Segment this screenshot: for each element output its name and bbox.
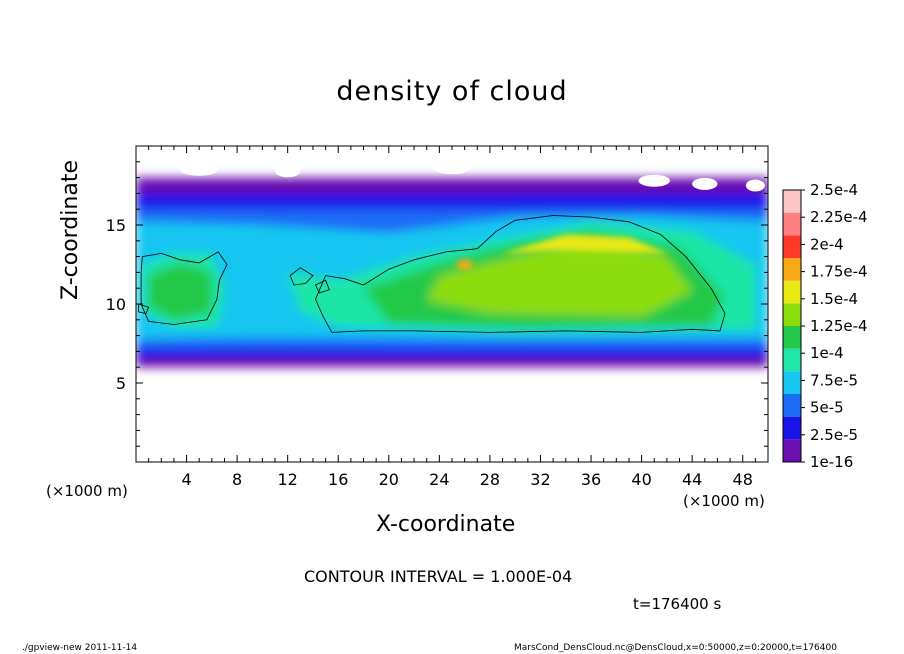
density-field	[136, 162, 768, 368]
top-gap	[433, 162, 471, 175]
colorbar-label: 1.5e-4	[810, 290, 858, 308]
colorbar-swatch	[783, 394, 801, 417]
x-tick-label: 20	[379, 470, 399, 489]
colorbar-swatch	[783, 280, 801, 304]
x-tick-label: 40	[631, 470, 651, 489]
colorbar: 1e-16 2.5e-5 5e-5 7.5e-5 1e-4 1.25e-4 1.5e-4 1.…	[782, 181, 868, 471]
y-tick-label: 10	[106, 295, 126, 314]
x-tick-label: 4	[181, 470, 191, 489]
colorbar-swatch	[783, 416, 801, 440]
x-tick-label: 8	[232, 470, 242, 489]
contour-main-core	[315, 215, 726, 333]
x-tick-label: 32	[530, 470, 550, 489]
contour-interval-label: CONTOUR INTERVAL = 1.000E-04	[304, 567, 573, 586]
x-tick-label: 44	[682, 470, 702, 489]
colorbar-label: 1.25e-4	[810, 317, 868, 335]
top-gap	[275, 165, 301, 178]
colorbar-label: 2.25e-4	[810, 208, 868, 226]
x-tick-label: 16	[328, 470, 348, 489]
x-tick-label: 28	[480, 470, 500, 489]
colorbar-swatch	[783, 235, 801, 258]
colorbar-label: 1.75e-4	[810, 263, 868, 281]
core-orange-spot	[456, 259, 473, 270]
field-highlights	[456, 234, 667, 270]
colorbar-swatch	[783, 212, 801, 236]
left-core-green	[148, 262, 212, 320]
footer-left: ./gpview-new 2011-11-14	[22, 643, 138, 653]
colorbar-label: 2e-4	[810, 235, 844, 253]
chart-title: density of cloud	[336, 76, 568, 107]
colorbar-label: 2.5e-5	[810, 426, 858, 444]
x-tick-label: 24	[429, 470, 449, 489]
field-layers	[136, 177, 768, 368]
colorbar-swatch	[783, 326, 801, 349]
x-unit-left: (×1000 m)	[46, 482, 128, 500]
top-gap	[180, 163, 219, 176]
top-gap	[692, 177, 718, 190]
colorbar-label: 1e-4	[810, 344, 844, 362]
contour-small-b	[314, 279, 330, 294]
contour-small-c	[138, 303, 150, 314]
y-axis: 5 10 15	[106, 161, 768, 447]
colorbar-label: 7.5e-5	[810, 371, 858, 389]
colorbar-label: 5e-5	[810, 399, 844, 417]
x-tick-label: 12	[278, 470, 298, 489]
colorbar-swatch	[783, 190, 801, 213]
colorbar-swatch	[783, 371, 801, 394]
time-label: t=176400 s	[633, 595, 722, 613]
core-yellow-band	[502, 234, 667, 254]
colorbar-label: 2.5e-4	[810, 181, 858, 199]
x-axis: 4 8 12 16 20 24 28 32 36 40 44 48	[148, 146, 756, 489]
colorbar-swatch	[783, 439, 801, 462]
contour-lines	[138, 215, 726, 333]
x-tick-label: 48	[733, 470, 753, 489]
x-unit-right: (×1000 m)	[683, 492, 765, 510]
y-tick-label: 5	[116, 374, 126, 393]
top-gap	[745, 179, 765, 192]
x-tick-label: 36	[581, 470, 601, 489]
colorbar-swatch	[783, 303, 801, 326]
main-core-lime	[426, 240, 693, 317]
colorbar-swatch	[783, 348, 801, 372]
colorbar-label: 1e-16	[810, 453, 853, 471]
y-tick-label: 15	[106, 216, 126, 235]
colorbar-swatch	[783, 258, 801, 281]
contour-left-core	[140, 251, 228, 325]
y-axis-label: Z-coordinate	[58, 160, 83, 300]
contour-small-a	[289, 267, 314, 286]
top-gap	[638, 174, 671, 187]
footer-right: MarsCond_DensCloud.nc@DensCloud,x=0:5000…	[514, 643, 837, 653]
x-axis-label: X-coordinate	[376, 512, 516, 537]
